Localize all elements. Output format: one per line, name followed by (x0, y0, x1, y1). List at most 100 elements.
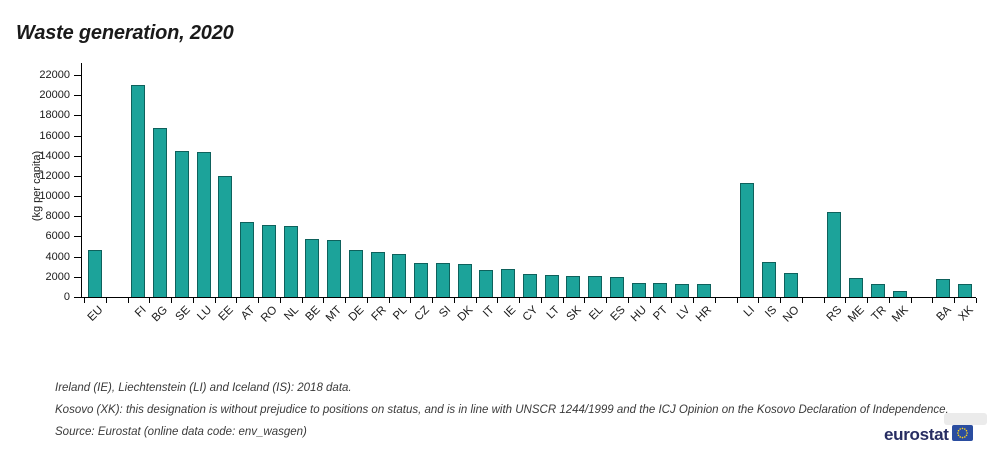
bar-IT[interactable] (479, 270, 493, 297)
x-tick (911, 298, 912, 303)
x-tick-label: LT (544, 304, 563, 322)
x-tick-label: PT (651, 304, 671, 323)
x-tick-label: HR (693, 304, 715, 325)
x-tick-label: EU (85, 304, 106, 324)
bar-BE[interactable] (305, 239, 319, 297)
x-tick-label: EE (216, 304, 236, 324)
bar-ES[interactable] (610, 277, 624, 297)
bar-FR[interactable] (371, 252, 385, 297)
bar-IS[interactable] (762, 262, 776, 297)
bar-LU[interactable] (197, 152, 211, 297)
bar-AT[interactable] (240, 222, 254, 297)
bar-MK[interactable] (893, 291, 907, 297)
y-tick (74, 176, 81, 177)
x-tick (476, 298, 477, 303)
x-tick (432, 298, 433, 303)
bar-IE[interactable] (501, 269, 515, 297)
bar-LV[interactable] (675, 284, 689, 297)
y-tick (74, 156, 81, 157)
x-tick (802, 298, 803, 303)
x-tick (671, 298, 672, 303)
x-tick (563, 298, 564, 303)
bar-DK[interactable] (458, 264, 472, 297)
x-tick (867, 298, 868, 303)
bar-XK[interactable] (958, 284, 972, 297)
x-tick-label: LU (195, 304, 215, 323)
bar-RO[interactable] (262, 225, 276, 297)
x-tick (149, 298, 150, 303)
x-tick (606, 298, 607, 303)
bar-SK[interactable] (566, 276, 580, 297)
bar-EL[interactable] (588, 276, 602, 297)
y-tick (74, 196, 81, 197)
x-tick (84, 298, 85, 303)
y-tick-label: 20000 (39, 89, 70, 101)
x-tick-label: NL (282, 304, 302, 323)
x-tick-label: PL (391, 304, 410, 323)
bar-TR[interactable] (871, 284, 885, 297)
x-tick (345, 298, 346, 303)
x-tick-label: AT (239, 304, 258, 323)
bar-DE[interactable] (349, 250, 363, 297)
x-tick (693, 298, 694, 303)
bar-FI[interactable] (131, 85, 145, 297)
x-tick (323, 298, 324, 303)
bar-HR[interactable] (697, 284, 711, 297)
x-tick (367, 298, 368, 303)
x-tick-label: DK (455, 304, 476, 324)
x-tick-label: RO (259, 304, 280, 325)
eurostat-logo: eurostat (884, 424, 973, 445)
bar-EE[interactable] (218, 176, 232, 297)
bar-RS[interactable] (827, 212, 841, 297)
bar-ME[interactable] (849, 278, 863, 297)
bar-BA[interactable] (936, 279, 950, 297)
bar-EU[interactable] (88, 250, 102, 297)
x-tick-label: RS (824, 304, 845, 324)
bar-LT[interactable] (545, 275, 559, 297)
y-tick-label: 16000 (39, 130, 70, 142)
x-tick (497, 298, 498, 303)
x-tick-label: ME (846, 304, 867, 325)
x-tick-label: SI (437, 304, 454, 321)
bar-CZ[interactable] (414, 263, 428, 297)
x-tick (650, 298, 651, 303)
eu-flag-icon (951, 425, 973, 446)
x-tick-label: BA (934, 304, 954, 324)
bar-SI[interactable] (436, 263, 450, 297)
y-tick (74, 136, 81, 137)
y-tick (74, 277, 81, 278)
bar-SE[interactable] (175, 151, 189, 297)
x-tick (280, 298, 281, 303)
bar-MT[interactable] (327, 240, 341, 297)
x-tick (258, 298, 259, 303)
bar-PT[interactable] (653, 283, 667, 297)
x-tick-label: XK (956, 304, 976, 324)
x-tick (302, 298, 303, 303)
x-tick (541, 298, 542, 303)
bar-NO[interactable] (784, 273, 798, 297)
bar-NL[interactable] (284, 226, 298, 297)
bar-LI[interactable] (740, 183, 754, 297)
x-tick (758, 298, 759, 303)
footnote-2018-data: Ireland (IE), Liechtenstein (LI) and Ice… (55, 382, 352, 394)
x-tick (976, 298, 977, 303)
x-tick-label: SE (173, 304, 193, 324)
x-tick (193, 298, 194, 303)
x-tick-label: IT (480, 304, 497, 320)
bar-CY[interactable] (523, 274, 537, 297)
bar-PL[interactable] (392, 254, 406, 297)
y-tick (74, 216, 81, 217)
ui-artifact-box (944, 413, 987, 425)
x-tick (737, 298, 738, 303)
y-tick (74, 115, 81, 116)
x-tick (628, 298, 629, 303)
x-tick-label: IS (763, 304, 780, 321)
y-tick (74, 95, 81, 96)
x-tick (410, 298, 411, 303)
y-axis-line (81, 63, 82, 298)
x-tick-label: CZ (412, 304, 432, 324)
bar-BG[interactable] (153, 128, 167, 297)
y-tick (74, 297, 81, 298)
x-axis-line (81, 297, 976, 298)
bar-HU[interactable] (632, 283, 646, 297)
